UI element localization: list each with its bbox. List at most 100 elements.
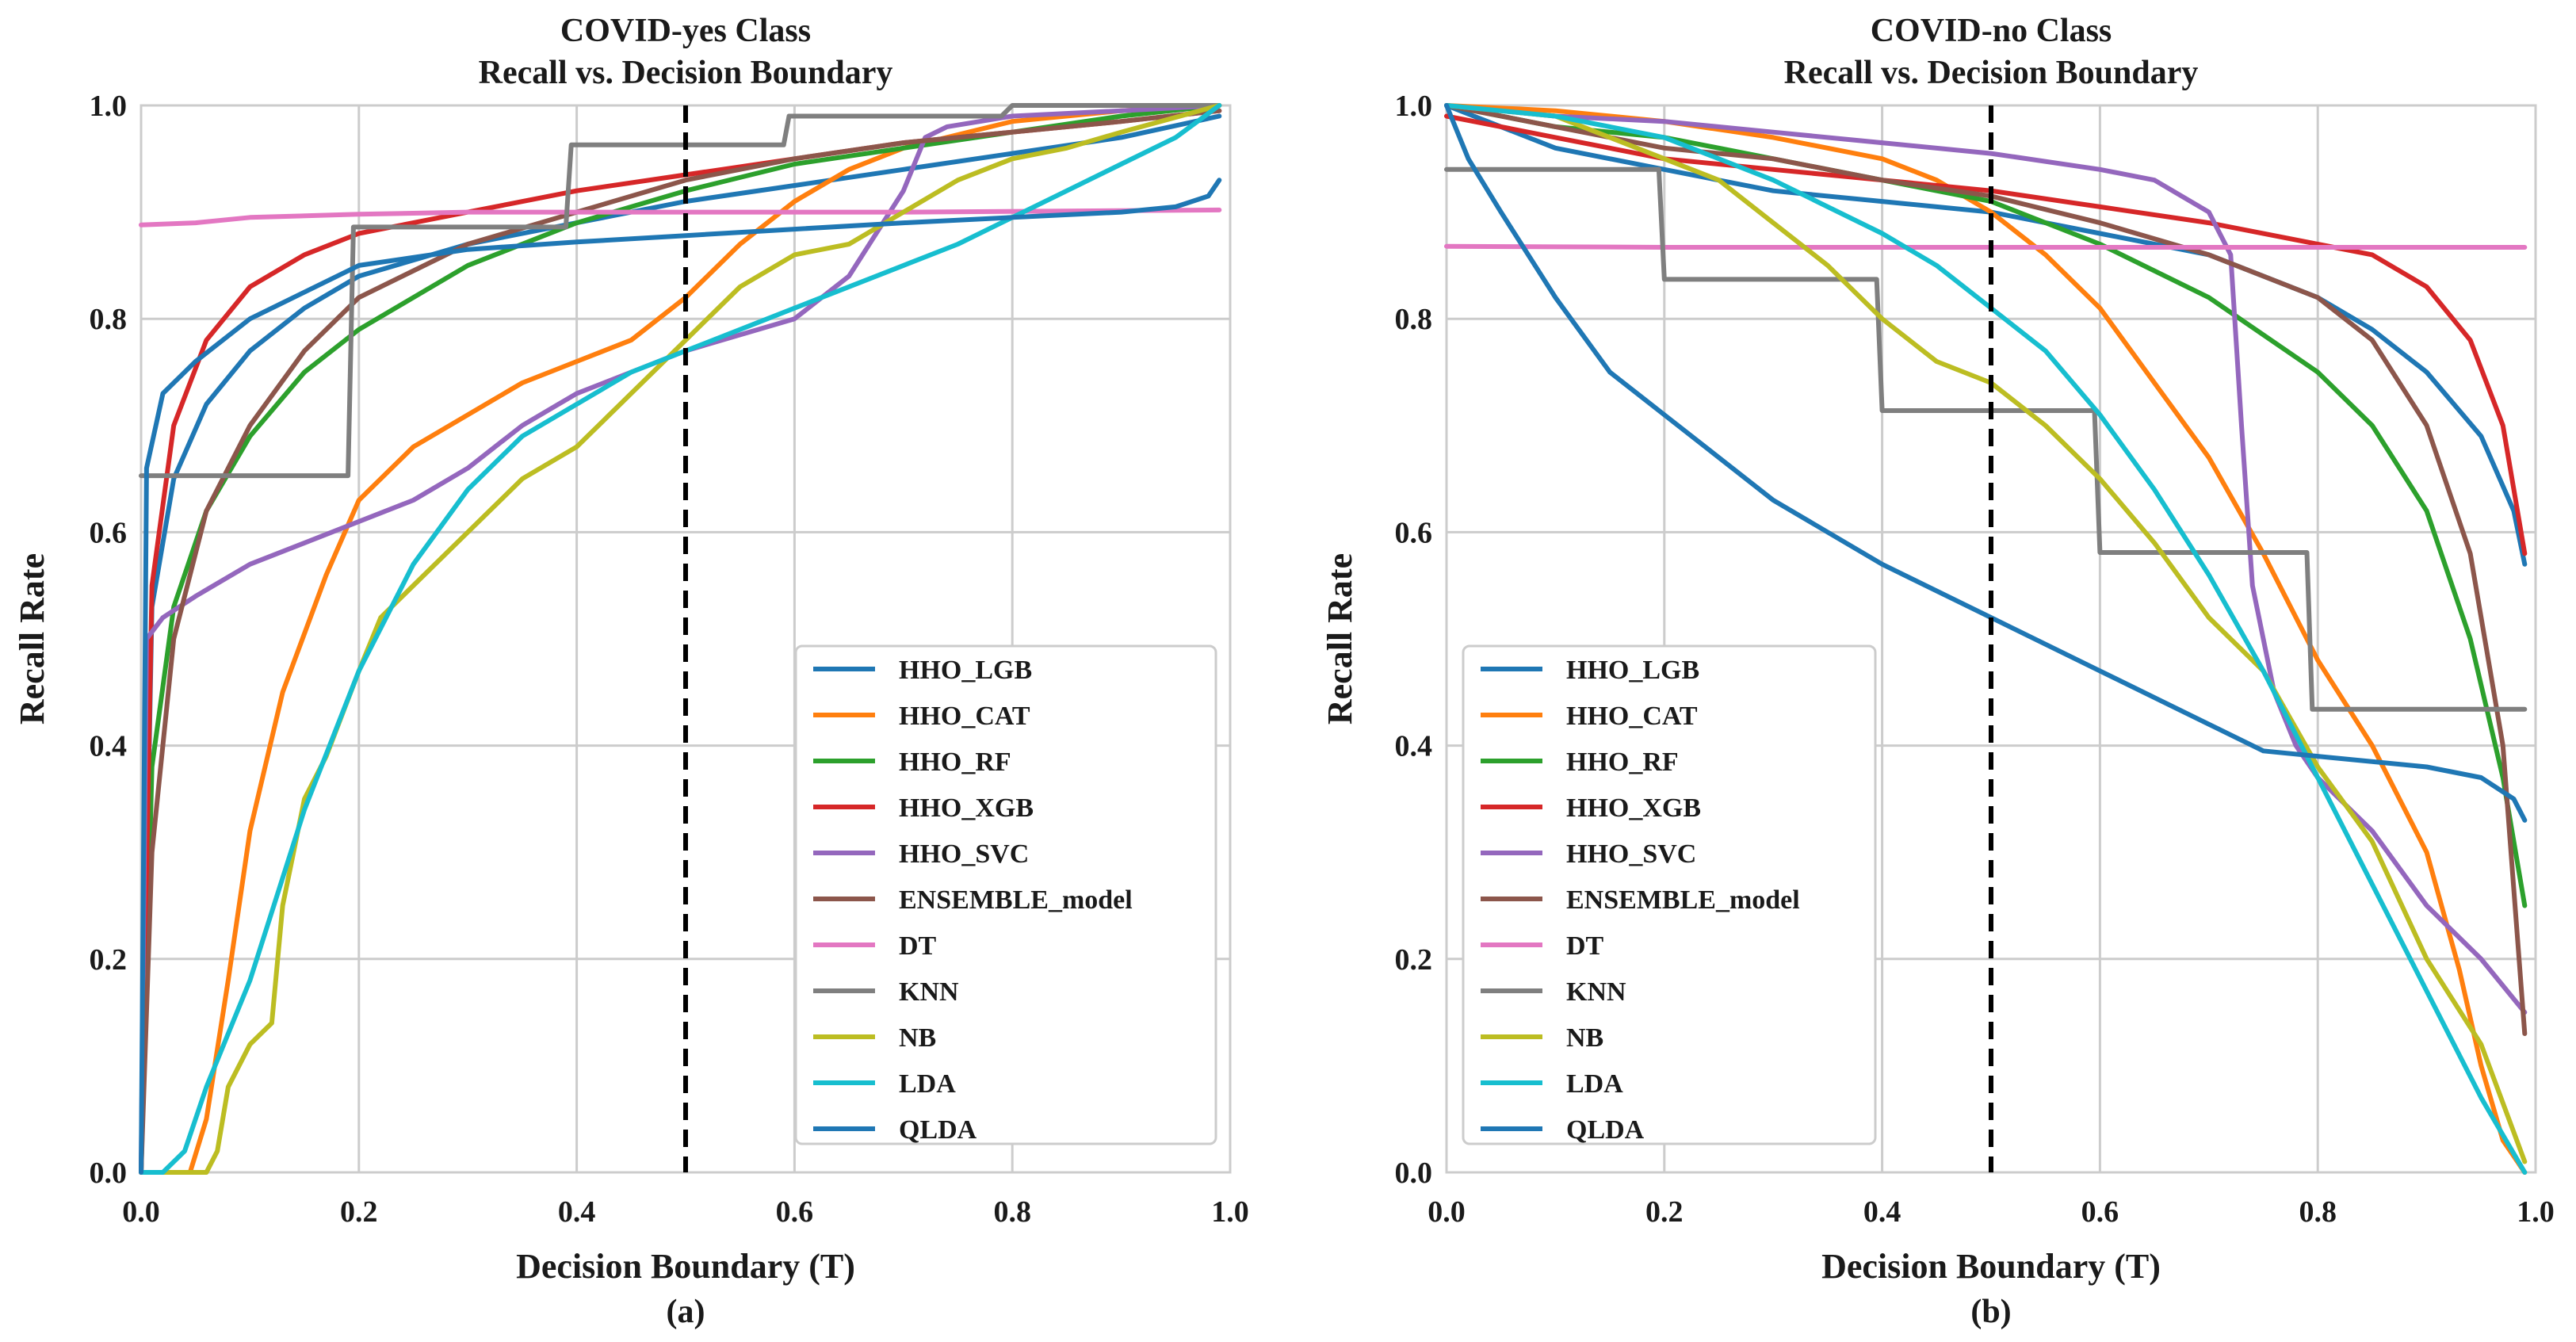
panel-caption: (a) xyxy=(667,1294,705,1330)
legend-label: LDA xyxy=(1566,1069,1623,1099)
legend-item: LDA xyxy=(813,1069,956,1099)
legend-item: HHO_LGB xyxy=(1481,656,1699,685)
legend: HHO_LGB HHO_CAT HHO_RF HHO_XGB HHO_SVC ENSEMB… xyxy=(1462,644,1877,1145)
y-axis-label: Recall Rate xyxy=(1320,553,1359,725)
chart-title: COVID-no Class xyxy=(1871,13,2112,49)
legend-label: HHO_CAT xyxy=(1566,702,1698,731)
series-line-hho-svc xyxy=(139,103,1222,1175)
y-tick-label: 0.2 xyxy=(1395,943,1433,977)
legend-label: HHO_SVC xyxy=(899,839,1029,869)
legend-item: NB xyxy=(1481,1023,1603,1053)
legend-label: HHO_RF xyxy=(1566,747,1679,777)
series-line-dt xyxy=(139,207,1222,227)
legend-item: DT xyxy=(813,931,937,961)
x-tick-label: 0.0 xyxy=(1428,1195,1466,1229)
x-tick-label: 0.2 xyxy=(1645,1195,1684,1229)
series-line-lda xyxy=(139,103,1222,1175)
y-tick-label: 0.0 xyxy=(1395,1157,1433,1190)
legend-label: HHO_LGB xyxy=(899,656,1032,685)
y-tick-label: 0.0 xyxy=(90,1157,128,1190)
x-tick-label: 0.6 xyxy=(2081,1195,2119,1229)
chart-subtitle: Recall vs. Decision Boundary xyxy=(479,55,893,91)
x-tick-label: 0.8 xyxy=(993,1195,1031,1229)
legend-item: HHO_RF xyxy=(1481,747,1679,777)
legend-label: QLDA xyxy=(899,1115,977,1145)
legend-label: HHO_XGB xyxy=(1566,793,1701,823)
legend-label: NB xyxy=(1566,1023,1603,1053)
y-tick-label: 0.2 xyxy=(90,943,128,977)
y-tick-label: 0.6 xyxy=(90,516,128,549)
y-tick-label: 0.8 xyxy=(1395,303,1433,336)
series-line-qlda xyxy=(139,178,1222,1175)
legend-label: HHO_CAT xyxy=(899,702,1030,731)
tick-labels: 0.0 0.2 0.4 0.6 0.8 1.0 0.0 0.2 0.4 0.6 0.8 1.0 xyxy=(1395,90,2555,1229)
y-tick-label: 0.6 xyxy=(1395,516,1433,549)
y-tick-label: 1.0 xyxy=(1395,90,1433,123)
legend-label: HHO_XGB xyxy=(899,793,1034,823)
x-tick-label: 0.8 xyxy=(2299,1195,2337,1229)
legend-label: ENSEMBLE_model xyxy=(899,885,1133,915)
legend-item: QLDA xyxy=(1481,1115,1645,1145)
legend-label: QLDA xyxy=(1566,1115,1645,1145)
x-axis-label: Decision Boundary (T) xyxy=(1821,1247,2161,1286)
series-line-ensemble-model xyxy=(1444,103,2528,1036)
series-line-lda xyxy=(1444,103,2528,1175)
y-tick-label: 0.8 xyxy=(90,303,128,336)
series-line-ensemble-model xyxy=(139,108,1222,1175)
legend-item: HHO_LGB xyxy=(813,656,1032,685)
x-tick-label: 0.0 xyxy=(122,1195,160,1229)
legend-label: HHO_RF xyxy=(899,747,1011,777)
y-tick-label: 1.0 xyxy=(90,90,128,123)
panel-caption: (b) xyxy=(1970,1294,2011,1330)
series-line-hho-rf xyxy=(1444,103,2528,908)
series-line-hho-xgb xyxy=(1444,113,2528,556)
legend-item: KNN xyxy=(1481,977,1626,1007)
legend-label: KNN xyxy=(1566,977,1626,1007)
legend-item: HHO_SVC xyxy=(1481,839,1696,869)
panel-covid-no: 0.0 0.2 0.4 0.6 0.8 1.0 0.0 0.2 0.4 0.6 0.8 1.0 COV… xyxy=(1320,13,2555,1330)
x-tick-label: 0.4 xyxy=(1863,1195,1901,1229)
panel-covid-yes: 0.0 0.2 0.4 0.6 0.8 1.0 0.0 0.2 0.4 0.6 0.8 1.0 COV… xyxy=(13,13,1249,1330)
y-tick-label: 0.4 xyxy=(1395,730,1433,763)
legend-item: HHO_XGB xyxy=(1481,793,1701,823)
series-line-hho-svc xyxy=(1444,103,2528,1015)
series-line-knn xyxy=(139,103,1222,479)
series-line-hho-cat xyxy=(139,103,1222,1175)
legend-label: NB xyxy=(899,1023,936,1053)
legend-label: ENSEMBLE_model xyxy=(1566,885,1800,915)
x-axis-label: Decision Boundary (T) xyxy=(516,1247,855,1286)
legend-label: DT xyxy=(899,931,937,961)
legend-label: DT xyxy=(1566,931,1604,961)
series-line-knn xyxy=(1444,166,2528,712)
x-tick-label: 0.6 xyxy=(776,1195,814,1229)
legend-item: DT xyxy=(1481,931,1604,961)
y-tick-label: 0.4 xyxy=(90,730,128,763)
legend-item: NB xyxy=(813,1023,936,1053)
legend-label: HHO_SVC xyxy=(1566,839,1696,869)
tick-labels: 0.0 0.2 0.4 0.6 0.8 1.0 0.0 0.2 0.4 0.6 0.8 1.0 xyxy=(90,90,1249,1229)
x-tick-label: 0.4 xyxy=(558,1195,596,1229)
legend-item: HHO_CAT xyxy=(1481,702,1698,731)
legend-label: HHO_LGB xyxy=(1566,656,1699,685)
series-line-hho-lgb xyxy=(1444,103,2528,567)
x-tick-label: 0.2 xyxy=(340,1195,378,1229)
x-tick-label: 1.0 xyxy=(1211,1195,1249,1229)
legend-box xyxy=(794,644,1217,1145)
legend-item: QLDA xyxy=(813,1115,977,1145)
legend-item: LDA xyxy=(1481,1069,1623,1099)
series-line-hho-cat xyxy=(1444,103,2528,1175)
legend-item: ENSEMBLE_model xyxy=(813,885,1133,915)
legend-item: KNN xyxy=(813,977,959,1007)
legend-label: LDA xyxy=(899,1069,956,1099)
legend-item: HHO_XGB xyxy=(813,793,1034,823)
legend: HHO_LGB HHO_CAT HHO_RF HHO_XGB HHO_SVC ENSEMB… xyxy=(794,644,1217,1145)
series-line-nb xyxy=(139,103,1222,1175)
legend-item: HHO_CAT xyxy=(813,702,1030,731)
series-lines xyxy=(139,103,1222,1175)
legend-item: HHO_SVC xyxy=(813,839,1029,869)
x-tick-label: 1.0 xyxy=(2517,1195,2555,1229)
legend-item: HHO_RF xyxy=(813,747,1011,777)
series-line-nb xyxy=(1444,103,2528,1164)
legend-label: KNN xyxy=(899,977,959,1007)
